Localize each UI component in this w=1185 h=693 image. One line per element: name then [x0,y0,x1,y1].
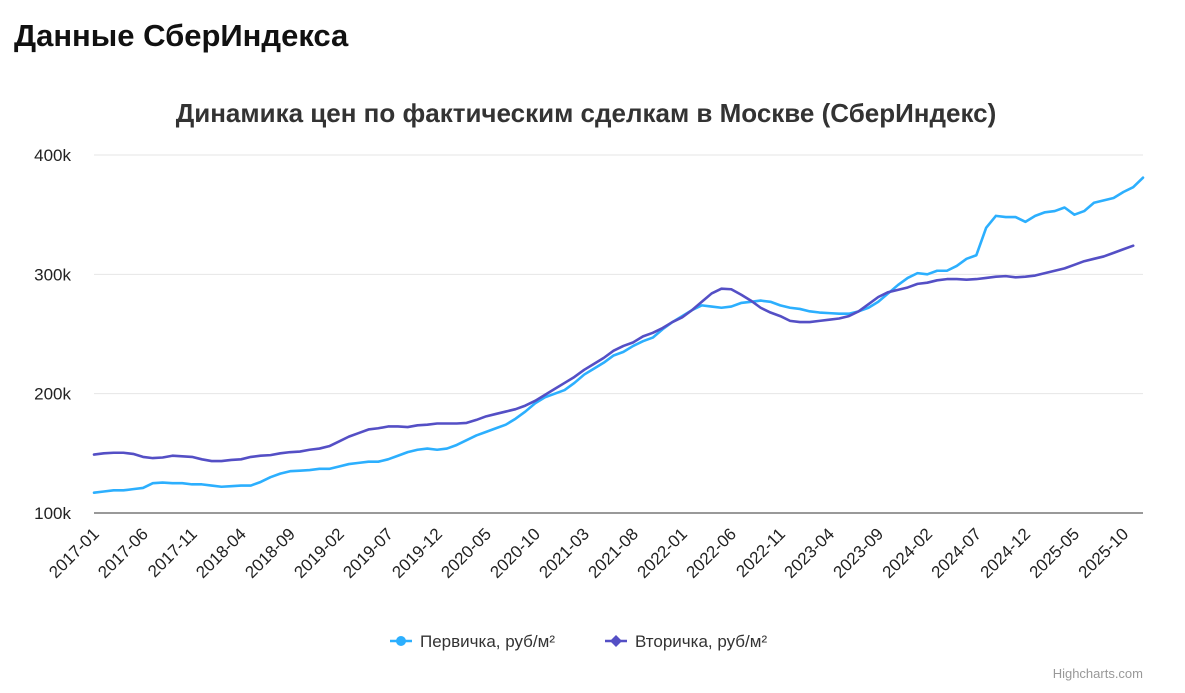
legend-label: Вторичка, руб/м² [635,632,767,651]
legend: Первичка, руб/м² Вторичка, руб/м² [390,632,767,651]
y-axis: 100k 200k 300k 400k [34,146,71,523]
y-tick-label: 300k [34,265,71,284]
x-tick-label: 2023-04 [781,524,839,582]
credits-link[interactable]: Highcharts.com [1053,666,1143,681]
x-tick-label: 2017-06 [94,524,152,582]
x-tick-label: 2019-12 [388,524,446,582]
x-tick-label: 2019-02 [290,524,348,582]
x-tick-label: 2020-10 [486,524,544,582]
y-tick-label: 400k [34,146,71,165]
legend-circle-icon [396,636,406,646]
series-layer [92,176,1145,495]
grid-lines [94,154,1143,395]
x-axis: 2017-012017-062017-112018-042018-092019-… [45,512,1143,582]
x-tick-label: 2024-07 [928,524,986,582]
x-tick-label: 2018-04 [192,524,250,582]
x-tick-label: 2018-09 [241,524,299,582]
x-tick-label: 2023-09 [830,524,888,582]
y-tick-label: 100k [34,504,71,523]
series-line-1[interactable] [92,176,1145,495]
x-tick-label: 2021-08 [584,524,642,582]
x-tick-label: 2019-07 [339,524,397,582]
x-tick-label: 2022-06 [683,524,741,582]
series-line-2[interactable] [92,244,1135,463]
x-tick-label: 2024-12 [977,524,1035,582]
x-tick-label: 2017-11 [144,524,201,581]
legend-diamond-icon [610,635,622,647]
page-title: Данные СберИндекса [14,18,349,53]
x-tick-label: 2017-01 [45,524,103,582]
x-tick-label: 2022-11 [732,524,789,581]
x-tick-label: 2025-10 [1075,524,1133,582]
chart-title: Динамика цен по фактическим сделкам в Мо… [176,98,997,128]
legend-label: Первичка, руб/м² [420,632,555,651]
x-tick-label: 2025-05 [1026,524,1084,582]
x-tick-label: 2022-01 [634,524,692,582]
legend-item-1[interactable]: Первичка, руб/м² [390,632,555,651]
x-tick-label: 2024-02 [879,524,937,582]
x-tick-label: 2020-05 [437,524,495,582]
y-tick-label: 200k [34,385,71,404]
legend-item-2[interactable]: Вторичка, руб/м² [605,632,767,651]
x-tick-label: 2021-03 [535,524,593,582]
